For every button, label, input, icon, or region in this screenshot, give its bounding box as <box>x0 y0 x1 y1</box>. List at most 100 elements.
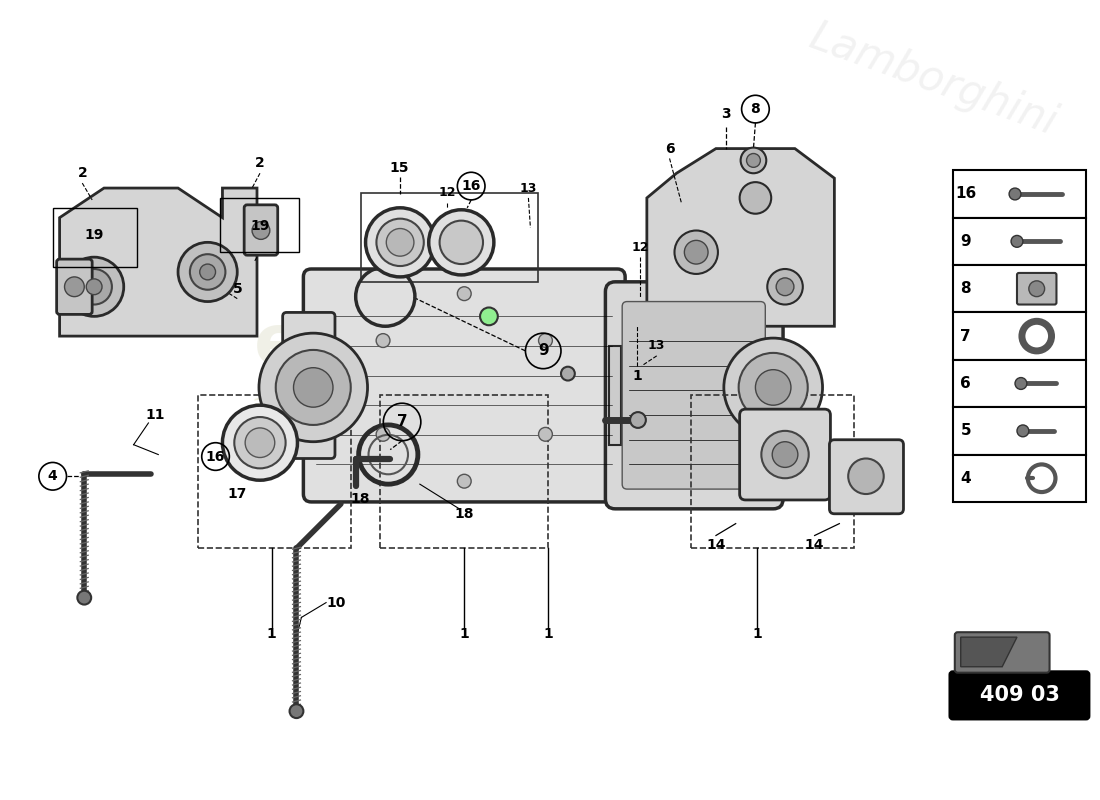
Text: 7: 7 <box>960 329 971 344</box>
Text: 19: 19 <box>85 229 103 242</box>
Circle shape <box>77 590 91 605</box>
Circle shape <box>630 412 646 428</box>
Text: 5: 5 <box>232 282 242 296</box>
Bar <box>953 360 1086 407</box>
Text: 4: 4 <box>960 470 971 486</box>
Circle shape <box>276 350 351 425</box>
Circle shape <box>724 338 823 437</box>
Text: 11: 11 <box>145 408 165 422</box>
Text: 13: 13 <box>648 339 666 353</box>
Circle shape <box>738 353 807 422</box>
Text: 13: 13 <box>519 182 537 194</box>
Circle shape <box>1009 188 1021 200</box>
Circle shape <box>65 277 85 297</box>
Bar <box>953 265 1086 313</box>
Circle shape <box>768 269 803 305</box>
Polygon shape <box>962 640 1027 666</box>
Circle shape <box>386 229 414 256</box>
Text: 6: 6 <box>664 142 674 155</box>
Bar <box>609 346 622 445</box>
Text: 10: 10 <box>327 596 345 610</box>
Circle shape <box>252 222 270 239</box>
Circle shape <box>178 242 238 302</box>
Circle shape <box>234 417 286 468</box>
Circle shape <box>480 307 498 326</box>
Circle shape <box>1011 235 1023 247</box>
Text: 1: 1 <box>752 627 762 641</box>
Circle shape <box>739 182 771 214</box>
Circle shape <box>222 406 297 480</box>
Polygon shape <box>647 149 835 326</box>
Bar <box>220 198 299 252</box>
Text: e---parts: e---parts <box>254 311 606 381</box>
Text: Lamborghini: Lamborghini <box>803 15 1063 144</box>
FancyBboxPatch shape <box>623 302 766 489</box>
Text: 4: 4 <box>47 470 57 483</box>
Text: 19: 19 <box>251 218 270 233</box>
Circle shape <box>772 442 798 467</box>
Circle shape <box>674 230 718 274</box>
Circle shape <box>458 286 471 301</box>
Text: 9: 9 <box>960 234 971 249</box>
Bar <box>953 313 1086 360</box>
FancyBboxPatch shape <box>950 672 1089 719</box>
Circle shape <box>376 427 390 442</box>
Text: 1: 1 <box>632 369 642 382</box>
Bar <box>691 395 854 548</box>
Text: 9: 9 <box>538 343 549 358</box>
Bar <box>953 407 1086 454</box>
FancyBboxPatch shape <box>304 269 625 502</box>
Circle shape <box>848 458 883 494</box>
Text: 18: 18 <box>454 506 474 521</box>
Circle shape <box>747 154 760 167</box>
Text: 8: 8 <box>960 282 971 296</box>
Text: 5: 5 <box>960 423 971 438</box>
Bar <box>953 170 1086 218</box>
FancyBboxPatch shape <box>829 440 903 514</box>
Text: 2: 2 <box>77 166 87 180</box>
Circle shape <box>289 704 304 718</box>
Polygon shape <box>960 637 1018 666</box>
Text: 1: 1 <box>460 627 469 641</box>
Circle shape <box>440 221 483 264</box>
FancyBboxPatch shape <box>605 282 783 509</box>
Circle shape <box>761 431 808 478</box>
Circle shape <box>429 210 494 275</box>
Text: 2: 2 <box>255 156 265 170</box>
Circle shape <box>258 333 367 442</box>
Circle shape <box>376 218 424 266</box>
Circle shape <box>294 368 333 407</box>
Circle shape <box>458 474 471 488</box>
Text: a passion for parts since 1985: a passion for parts since 1985 <box>251 394 608 418</box>
Text: 3: 3 <box>720 107 730 121</box>
Bar <box>953 218 1086 265</box>
FancyBboxPatch shape <box>56 259 92 314</box>
Circle shape <box>539 427 552 442</box>
Text: 12: 12 <box>439 186 456 199</box>
Text: 409 03: 409 03 <box>979 686 1059 706</box>
FancyBboxPatch shape <box>955 632 1049 673</box>
Circle shape <box>539 334 552 347</box>
Polygon shape <box>59 188 257 336</box>
Circle shape <box>740 147 767 174</box>
Circle shape <box>1015 378 1027 390</box>
Circle shape <box>684 240 708 264</box>
FancyBboxPatch shape <box>244 205 277 255</box>
Circle shape <box>65 257 123 316</box>
Circle shape <box>756 370 791 406</box>
Circle shape <box>76 269 112 305</box>
Text: 14: 14 <box>706 538 726 552</box>
Circle shape <box>1018 425 1028 437</box>
Text: 6: 6 <box>960 376 971 391</box>
Circle shape <box>86 279 102 294</box>
Text: 1: 1 <box>267 627 277 641</box>
FancyBboxPatch shape <box>739 409 830 500</box>
Text: 1: 1 <box>543 627 553 641</box>
Circle shape <box>365 208 435 277</box>
Bar <box>198 395 351 548</box>
Bar <box>381 395 548 548</box>
Text: 16: 16 <box>955 186 977 202</box>
Text: 18: 18 <box>351 492 371 506</box>
Circle shape <box>561 366 575 381</box>
Text: 15: 15 <box>389 162 409 175</box>
